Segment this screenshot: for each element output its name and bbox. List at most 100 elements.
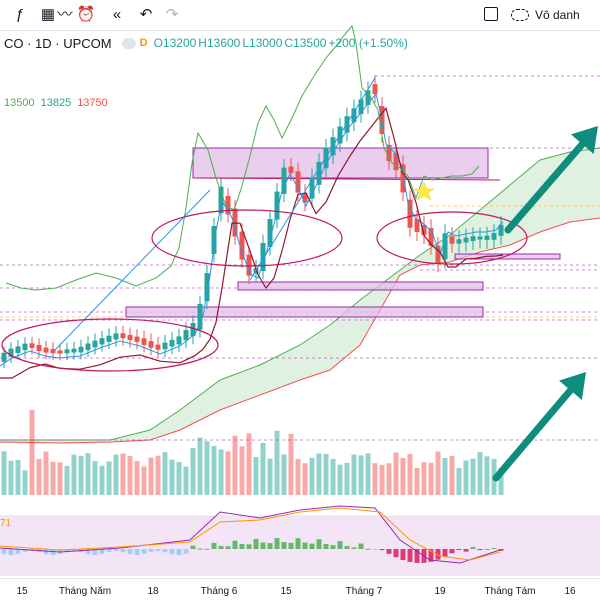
templates-icon[interactable]: ▦ (40, 6, 56, 23)
macd-histogram-bar (477, 549, 483, 551)
volume-bar (351, 454, 357, 495)
candle-body (267, 219, 273, 247)
volume-bar (155, 455, 161, 495)
macd-histogram-bar (309, 543, 315, 549)
x-tick-label: Tháng 7 (345, 586, 383, 597)
candle-body (400, 164, 406, 193)
conversion-line (0, 92, 504, 367)
layout-icon[interactable] (484, 7, 498, 21)
pattern-ellipse (1, 318, 219, 372)
volume-bar (246, 433, 252, 495)
volume-bar (232, 435, 238, 495)
symbol-legend: CO · 1D · UPCOM D O 13200 H 13600 L 13000 C… (4, 34, 410, 52)
volume-bar (288, 433, 294, 495)
macd-histogram-bar (442, 549, 448, 557)
macd-histogram-bar (449, 549, 455, 554)
undo-icon[interactable]: ↶ (139, 6, 153, 23)
macd-histogram-bar (386, 549, 392, 554)
candle-body (344, 116, 350, 133)
macd-histogram-bar (176, 549, 182, 555)
macd-histogram-bar (253, 538, 259, 549)
candle-body (92, 340, 98, 348)
volume-bar (1, 451, 7, 495)
macd-histogram-bar (141, 549, 147, 554)
volume-bar (211, 445, 217, 495)
span-b-line (0, 217, 600, 444)
candle-body (442, 233, 448, 260)
volume-bar (71, 454, 77, 495)
macd-histogram-bar (407, 549, 413, 562)
close-value: 13500 (293, 36, 327, 50)
indicator-value-3: 13750 (77, 97, 108, 109)
indicators-icon[interactable]: ƒ (15, 6, 25, 23)
price-chart[interactable] (0, 0, 600, 578)
up-arrow-icon-head (559, 372, 586, 401)
candle-body (372, 84, 378, 95)
trend-line (249, 77, 376, 281)
candle-body (1, 352, 7, 362)
ichimoku-cloud (0, 148, 600, 443)
open-value: 13200 (162, 36, 197, 50)
time-axis[interactable]: 15 Tháng Năm 18 Tháng 6 15 Tháng 7 19 Th… (0, 578, 600, 601)
candle-body (120, 333, 126, 339)
cloud-icon (511, 9, 529, 21)
volume-bar (316, 453, 322, 495)
candle-body (57, 350, 63, 354)
alert-icon[interactable]: ⏰ (76, 6, 96, 23)
volume-bar (36, 458, 42, 495)
candle-body (141, 338, 147, 345)
candle-body (99, 338, 105, 345)
macd-histogram-bar (428, 549, 434, 562)
volume-bar (197, 437, 203, 495)
volume-bar (134, 461, 140, 495)
x-tick-label: 18 (147, 586, 159, 597)
macd-histogram-bar (344, 546, 350, 549)
save-layout-button[interactable]: Vô danh (511, 6, 580, 24)
candle-body (134, 336, 140, 342)
indicator-value-2: 13825 (40, 97, 72, 109)
macd-histogram-bar (491, 548, 497, 550)
macd-histogram-bar (120, 549, 126, 553)
candle-body (470, 236, 476, 241)
x-tick-label: 16 (564, 586, 576, 597)
macd-histogram-bar (22, 549, 28, 552)
candle-body (50, 348, 56, 354)
volume-bar (400, 457, 406, 495)
candle-body (309, 177, 315, 199)
volume-bar (428, 462, 434, 495)
candle-body (435, 245, 441, 264)
candle-body (190, 323, 196, 337)
volume-bar (50, 461, 56, 495)
macd-histogram-bar (1, 549, 7, 555)
candle-body (113, 333, 119, 340)
volume-bar (274, 430, 280, 495)
macd-histogram-bar (260, 542, 266, 549)
macd-histogram-bar (288, 542, 294, 549)
volume-bar (442, 458, 448, 495)
macd-histogram-bar (323, 543, 329, 549)
candle-body (8, 348, 14, 357)
macd-histogram-bar (393, 549, 399, 558)
replay-icon[interactable]: « (112, 6, 122, 23)
macd-signal-line (0, 507, 501, 561)
macd-histogram-bar (169, 549, 175, 555)
macd-histogram-bar (435, 549, 441, 560)
volume-bar (449, 455, 455, 495)
candle-body (274, 191, 280, 220)
up-arrow-icon (492, 386, 574, 482)
volume-bar (344, 462, 350, 495)
symbol-title[interactable]: CO · 1D · UPCOM (4, 35, 112, 51)
volume-bar (421, 462, 427, 495)
macd-histogram-bar (337, 541, 343, 549)
volume-bar (99, 465, 105, 495)
volume-bar (120, 453, 126, 495)
volume-bar (148, 457, 154, 495)
candle-body (295, 171, 301, 193)
redo-icon[interactable]: ↷ (165, 6, 179, 23)
candle-body (239, 231, 245, 260)
macd-tag: 71 (0, 518, 12, 529)
chart-type-icon[interactable]: 〰 (57, 6, 73, 23)
volume-bar (169, 459, 175, 495)
x-tick-label: 15 (280, 586, 292, 597)
volume-bar (78, 455, 84, 495)
